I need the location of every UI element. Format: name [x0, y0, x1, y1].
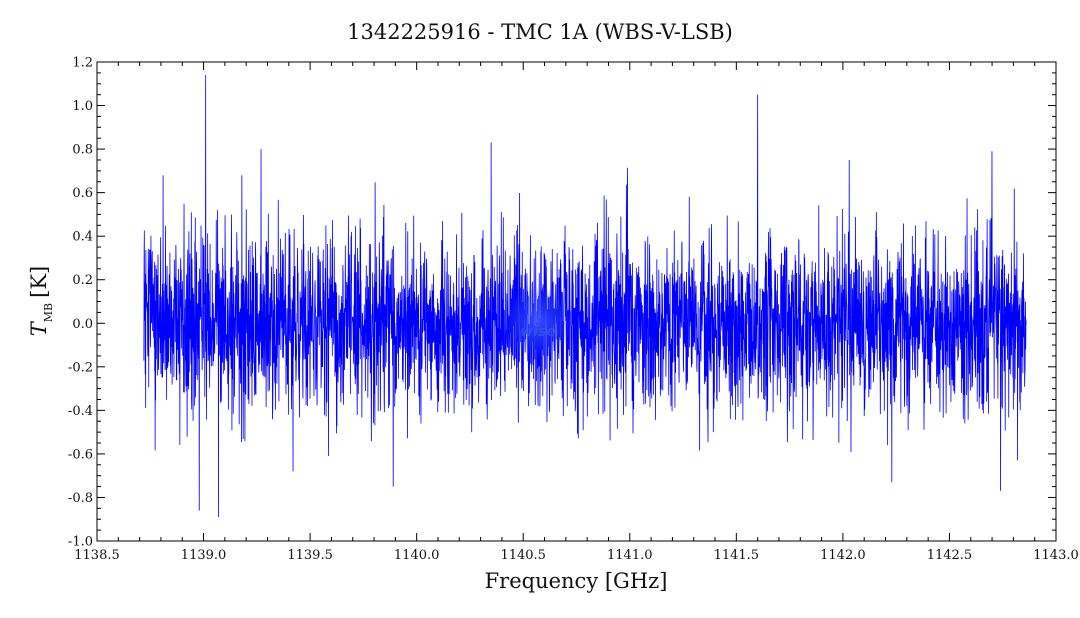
- x-tick-label: 1139.0: [181, 548, 227, 563]
- y-tick-label: -0.8: [68, 491, 93, 506]
- x-tick-label: 1142.0: [820, 548, 866, 563]
- y-tick-label: -0.2: [68, 360, 93, 375]
- x-tick-label: 1140.0: [394, 548, 440, 563]
- y-axis-symbol: T: [27, 320, 51, 336]
- plot-area: 1138.5 1139.0 1139.5 1140.0 1140.5 1141.0 1141…: [68, 56, 1079, 564]
- x-tick-label: 1138.5: [74, 548, 120, 563]
- y-tick-label: 1.0: [72, 99, 93, 114]
- y-tick-label: 0.6: [72, 186, 93, 201]
- spectrum-trace: [143, 75, 1027, 518]
- y-tick-label: -1.0: [68, 535, 93, 550]
- y-tick-label: -0.6: [68, 447, 93, 462]
- y-tick-label: 0.4: [72, 230, 93, 245]
- y-axis-label: TMB [K]: [27, 266, 55, 336]
- x-tick-label: 1143.0: [1033, 548, 1079, 563]
- svg-text:TMB[K]: TMB [K]: [27, 266, 55, 336]
- y-tick-label: 0.2: [72, 273, 93, 288]
- y-tick-label: -0.4: [68, 404, 93, 419]
- watermark-text: wise: [520, 324, 556, 340]
- x-tick-label: 1139.5: [287, 548, 333, 563]
- y-tick-label: 1.2: [72, 56, 93, 71]
- watermark-logo: wise: [502, 286, 574, 358]
- y-axis-subscript: MB: [42, 303, 55, 322]
- y-axis-ticks: -1.0 -0.8 -0.6 -0.4 -0.2 0.0 0.2 0.4 0.6 0.8 1.0 1.…: [68, 56, 1056, 550]
- x-tick-label: 1141.0: [607, 548, 653, 563]
- y-axis-unit: [K]: [27, 266, 51, 298]
- x-tick-label: 1142.5: [927, 548, 973, 563]
- chart-title: 1342225916 - TMC 1A (WBS-V-LSB): [347, 20, 733, 44]
- y-tick-label: 0.0: [72, 317, 93, 332]
- y-tick-label: 0.8: [72, 143, 93, 158]
- x-tick-label: 1141.5: [714, 548, 760, 563]
- x-tick-label: 1140.5: [500, 548, 546, 563]
- x-axis-ticks: 1138.5 1139.0 1139.5 1140.0 1140.5 1141.0 1141…: [74, 62, 1079, 563]
- x-axis-label: Frequency [GHz]: [485, 569, 668, 593]
